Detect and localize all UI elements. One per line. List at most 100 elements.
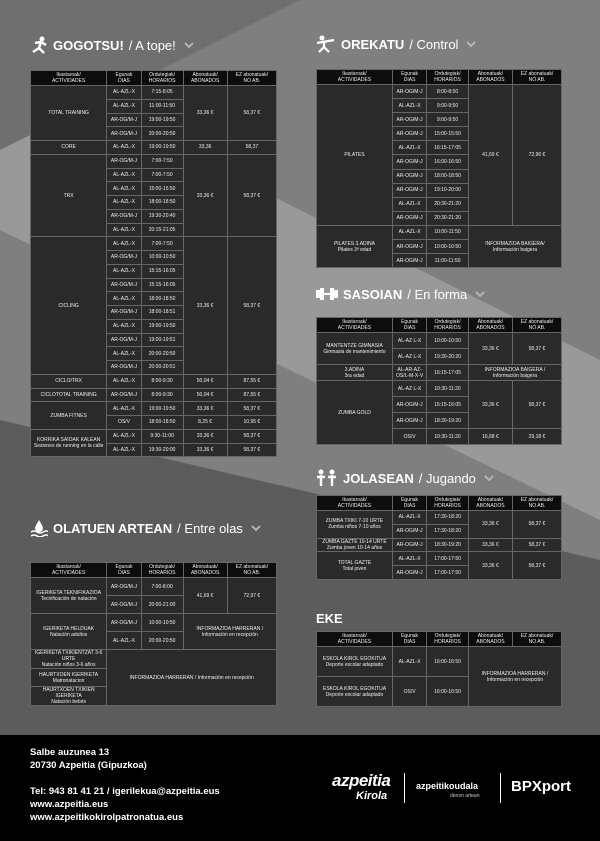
day: AL-AZL-X (391, 551, 428, 567)
day: AL-AZL-X (106, 428, 142, 444)
text: AL-AZ L-X (397, 337, 422, 344)
text: 18:00-18:50 (434, 173, 461, 180)
text: 10:00-11:50 (434, 229, 461, 236)
day: AR-OG/M-J (391, 537, 428, 553)
text: AL-AZL-X (112, 405, 135, 412)
time: 19:30-20:00 (140, 442, 184, 458)
column-header: Ordutegiak/HORARIOS (140, 562, 184, 578)
column-header: Ikastaroak/ACTIVIDADES (316, 631, 393, 647)
table-row: AR-OG/M-J 19:30-20:40 (31, 208, 277, 224)
text: AL-AZL-X (112, 268, 135, 275)
text: 8:00-9:30 (151, 391, 173, 398)
text-line: INFORMAZIOA HARRERAN / (196, 625, 264, 632)
text: 33,36 € (482, 541, 499, 548)
time: 10:30-11:20 (426, 380, 469, 397)
time: 7:00-7:50 (140, 153, 184, 169)
time: 20:30-21:20 (426, 210, 469, 226)
table-row: PILATES 3.ADINA Pilates 3ª edad AL-AZL-X 10… (316, 224, 563, 269)
time: 18:30-19:20 (426, 537, 469, 553)
time: 15:00-15:50 (426, 126, 469, 142)
price: 33,36 € (182, 236, 228, 375)
time: 17:00-17:50 (426, 551, 469, 567)
table-row: ZUMBA GAZTE 10-14 URTE Zumba joven 10-14 … (316, 537, 563, 553)
title-main: OREKATU (341, 36, 405, 52)
time: 16:00-16:50 (426, 676, 469, 707)
text: AR-OG/M-J (396, 116, 423, 123)
text-line: NO AB. (528, 77, 546, 83)
text: 10:00-10:50 (434, 243, 461, 250)
day: AR-OG/M-J (106, 126, 142, 141)
column-header: EZ abonatuak/NO AB. (511, 69, 563, 85)
text: 58,37 € (243, 405, 261, 412)
text: 33,36 € (482, 401, 499, 408)
column-header: Ikastaroak/ACTIVIDADES (316, 69, 393, 85)
time: 19:00-19:50 (140, 112, 184, 128)
day: OS/V (391, 428, 428, 445)
day: AR-OG/M-J (106, 360, 142, 375)
day: AR-OG/M-J (391, 168, 428, 184)
text: 17:00-17:50 (434, 569, 461, 576)
time: 7:00-8:00 (140, 577, 184, 596)
time: 10:00-10:50 (140, 250, 184, 265)
table-row: HAURTXOEN TXIKIEN IGERIKETA Natación bebés (29, 686, 277, 706)
table-row: AR-OG/M-J 20:00-20:51 (31, 360, 277, 375)
text: 19:00-19:50 (148, 405, 176, 412)
price: 58,37 € (511, 510, 563, 539)
text: 20:00-20:50 (148, 637, 176, 644)
text: AR-OG/M-J (396, 243, 423, 250)
section: SASOIAN / En forma Ikastaroak/ACTIVIDADES… (316, 284, 563, 445)
text: AL-AZL-X (112, 446, 135, 453)
text: 29,18 € (528, 433, 546, 440)
table-row: AR-OG/M-J 9:00-9:50 (317, 112, 562, 128)
text: 16:00-16:50 (434, 658, 461, 665)
text: 19:00-19:51 (148, 336, 176, 343)
header-row: Ikastaroak/ACTIVIDADES Egunak DIAS Ordutegi… (316, 69, 563, 85)
text-line: Egunak (401, 633, 419, 639)
table-row: AL-AZL-X 19:30-20:00 33,36 € 58,37 € (31, 442, 278, 458)
text: 20:00-20:50 (148, 130, 176, 137)
time: 20:00-20:50 (140, 631, 184, 650)
time: 16:15-17:05 (426, 364, 469, 381)
text: AL-AZL-X (112, 378, 135, 385)
text-line: Información baigera (492, 372, 538, 379)
text-line: Deporte escolar adaptado (325, 661, 384, 668)
day: AL-AZL-X (106, 346, 142, 361)
price: 16,68 € (467, 428, 513, 445)
day: AR-OG/M-J (391, 112, 428, 128)
table-row: TOTAL GAZTE Total joven AL-AZL-X 17:00-17:5… (316, 551, 563, 580)
time: 19:30-20:20 (426, 348, 469, 365)
text-line: Natación bebés (51, 699, 86, 705)
price: 58,37 € (511, 551, 563, 580)
schedule-table: Ikastaroak/ACTIVIDADES Egunak DIAS Ordutegi… (29, 562, 278, 706)
column-header: Ikastaroak/ACTIVIDADES (316, 495, 393, 511)
time: 18:00-18:50 (140, 415, 184, 430)
text-line: ABONADOS (190, 570, 220, 576)
text: AL-AZL-X (398, 102, 421, 109)
column-header: Abonatuak/ABONADOS (467, 69, 513, 85)
footer: Salbe auzunea 13 20730 Azpeitia (Gipuzko… (0, 735, 600, 841)
price: 58,37 € (511, 332, 563, 365)
text-line: ABONADOS (476, 325, 505, 331)
time: 20:00-20:50 (140, 346, 184, 361)
table-row: IGERIKETA TXIKIENTZAT 3-6 URTE Natación n… (29, 649, 277, 706)
title-main: GOGOTSU! (53, 37, 124, 53)
price: 58,37 € (226, 85, 278, 141)
section-title: OLATUEN ARTEAN / Entre olas (30, 518, 277, 538)
text: 18:30-19:20 (434, 541, 461, 548)
text: 19:30-20:20 (434, 353, 461, 360)
text-line: EZ abonatuak/ (235, 564, 269, 570)
time: 17:30-18:20 (426, 510, 469, 525)
text: AR-OG/M-J (396, 130, 423, 137)
text: 72,96 € (528, 151, 546, 158)
table-row: PILATES AR-OG/M-J 8:00-8:50 41,69 € 72,96 € (316, 83, 563, 226)
text: AR-OG/M-J (396, 159, 423, 166)
text: 16:00-16:50 (434, 688, 461, 695)
time: 8:00-9:30 (140, 387, 184, 403)
text: 18:30-19:20 (434, 417, 461, 424)
text: 58,37 € (243, 110, 261, 116)
text: 33,36 € (196, 446, 214, 453)
activity: TRX (29, 153, 108, 238)
table-row: AL-AZL-X 18:00-18:50 (31, 195, 277, 210)
text: 19:30-20:40 (148, 213, 176, 220)
column-header: Ikastaroak/ACTIVIDADES (29, 562, 108, 578)
